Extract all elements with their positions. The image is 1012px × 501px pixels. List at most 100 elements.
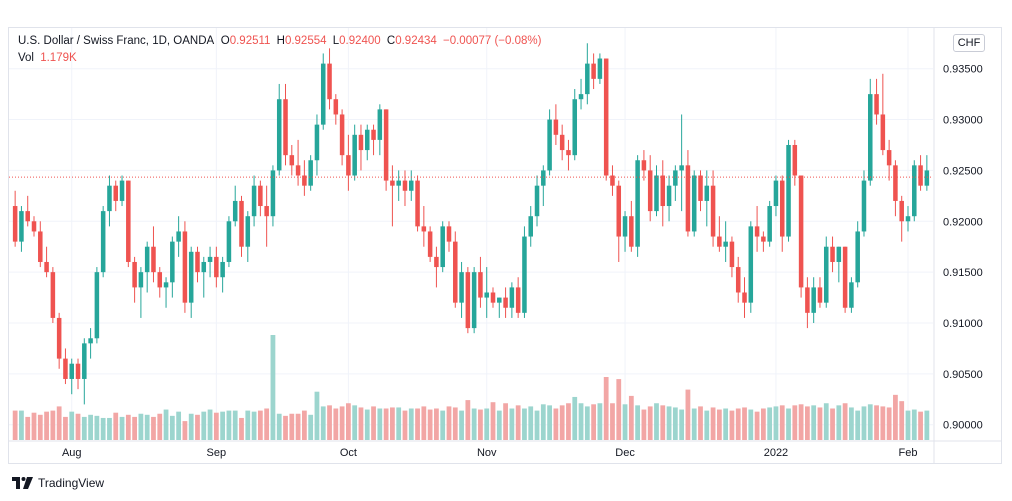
candle-body <box>113 185 119 201</box>
volume-bar <box>660 405 666 440</box>
price-tick-label: 0.92500 <box>943 165 983 177</box>
volume-bar <box>666 406 672 440</box>
tradingview-logo-icon <box>12 477 33 489</box>
candle-body <box>924 170 930 186</box>
candle-body <box>182 231 188 303</box>
candle-body <box>264 206 269 217</box>
volume-bar <box>861 406 867 440</box>
volume-bar <box>81 416 87 440</box>
candle-body <box>352 134 357 176</box>
volume-bar <box>547 405 552 440</box>
candle-body <box>761 236 766 242</box>
candle-body <box>497 297 502 303</box>
candle-body <box>333 99 339 115</box>
close-value: 0.92434 <box>395 35 437 47</box>
candle-body <box>691 175 697 232</box>
candle-body <box>19 211 24 242</box>
volume-bar <box>496 410 502 440</box>
candle-body <box>471 272 477 329</box>
volume-bar <box>163 409 169 440</box>
volume-bar <box>691 408 697 440</box>
volume-bar <box>25 416 31 440</box>
candle-body <box>622 216 628 237</box>
time-tick-label: Aug <box>62 447 82 459</box>
candle-body <box>647 170 653 212</box>
volume-bar <box>390 407 395 440</box>
price-tick-label: 0.90000 <box>943 420 983 432</box>
volume-value: 1.179K <box>40 52 77 64</box>
volume-bar <box>333 408 339 440</box>
volume-bar <box>188 413 194 440</box>
candle-body <box>314 124 320 161</box>
candle-body <box>383 109 389 181</box>
volume-bar <box>710 407 716 440</box>
candle-body <box>861 180 867 232</box>
volume-bar <box>94 415 100 440</box>
volume-bar <box>471 408 477 440</box>
candle-body <box>251 185 257 217</box>
volume-bar <box>88 414 93 440</box>
candle-body <box>371 129 376 140</box>
candle-body <box>635 160 640 247</box>
volume-bar <box>276 413 282 440</box>
candle-body <box>320 63 326 125</box>
volume-bar <box>672 407 678 440</box>
candle-body <box>849 282 854 308</box>
candle-body <box>534 185 540 217</box>
candle-body <box>886 150 892 166</box>
volume-bar <box>478 409 483 440</box>
currency-badge[interactable]: CHF <box>953 34 985 52</box>
candle-body <box>31 221 37 232</box>
volume-bar <box>867 404 873 440</box>
volume-bar <box>842 403 848 440</box>
volume-bar <box>918 411 923 440</box>
candle-body <box>170 241 175 283</box>
volume-bar <box>371 406 376 440</box>
tradingview-footer[interactable]: TradingView <box>12 476 104 490</box>
volume-bar <box>377 408 383 440</box>
candle-body <box>339 114 345 156</box>
volume-bar <box>213 412 219 440</box>
volume-bar <box>12 410 18 440</box>
volume-bar <box>792 405 798 440</box>
price-tick-label: 0.91000 <box>943 318 983 330</box>
candle-body <box>346 155 351 176</box>
volume-bar <box>679 409 685 440</box>
candle-body <box>239 200 244 247</box>
volume-bar <box>723 408 729 440</box>
volume-bar <box>893 394 898 440</box>
candle-body <box>779 180 785 237</box>
candle-body <box>88 338 93 344</box>
high-label: H <box>276 35 285 47</box>
volume-bar <box>132 416 137 440</box>
candle-body <box>572 99 578 156</box>
candle-body <box>289 155 295 166</box>
low-value: 0.92400 <box>339 35 381 47</box>
volume-bar <box>107 417 112 440</box>
low-label: L <box>332 35 340 47</box>
volume-bar <box>503 403 508 440</box>
price-tick-label: 0.91500 <box>943 267 983 279</box>
volume-bar <box>320 406 326 440</box>
volume-bar <box>408 408 414 440</box>
volume-bar <box>440 410 446 440</box>
volume-bar <box>654 403 659 440</box>
candle-body <box>207 256 213 262</box>
candle-body <box>459 272 464 303</box>
volume-bar <box>836 405 842 440</box>
candle-body <box>585 63 590 95</box>
time-tick-label: 2022 <box>764 447 788 459</box>
chart-frame <box>8 27 1002 464</box>
ohlc-legend: U.S. Dollar / Swiss Franc, 1D, OANDA O0.… <box>18 35 541 47</box>
candle-body <box>440 226 445 268</box>
volume-bar <box>314 391 320 440</box>
candle-body <box>792 144 798 176</box>
volume-bar <box>427 409 433 440</box>
candle-body <box>603 58 609 176</box>
volume-bar <box>251 411 257 440</box>
volume-bar <box>402 410 408 440</box>
price-tick-label: 0.93500 <box>943 64 983 76</box>
volume-bar <box>760 408 766 440</box>
volume-bar <box>515 405 521 440</box>
